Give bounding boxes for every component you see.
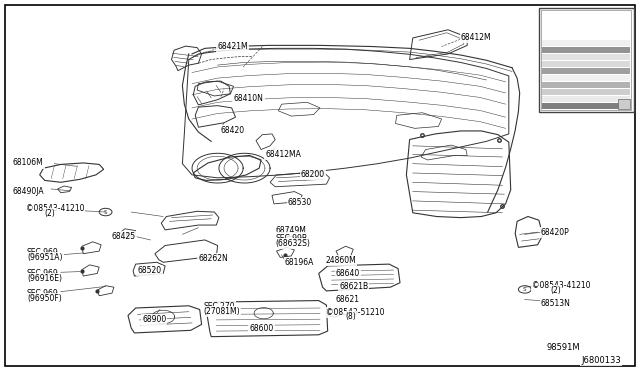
Text: 68262N: 68262N <box>198 254 228 263</box>
Text: 98591M: 98591M <box>547 343 580 352</box>
Text: 24860M: 24860M <box>325 256 356 265</box>
Text: 68530: 68530 <box>288 198 312 207</box>
Bar <box>542 82 630 88</box>
Bar <box>539 8 634 112</box>
Text: ©08543-51210: ©08543-51210 <box>326 308 385 317</box>
Text: 68621B: 68621B <box>339 282 369 291</box>
Bar <box>542 61 630 67</box>
Bar <box>542 103 630 109</box>
Text: 68600: 68600 <box>250 324 274 333</box>
Text: (27081M): (27081M) <box>204 307 240 316</box>
Text: 68749M: 68749M <box>275 226 306 235</box>
Text: (8): (8) <box>346 312 356 321</box>
Bar <box>618 99 630 109</box>
Bar <box>542 47 630 53</box>
Text: SEC.969: SEC.969 <box>27 289 59 298</box>
Text: SEC.99B: SEC.99B <box>275 234 307 243</box>
Text: 68421M: 68421M <box>218 42 248 51</box>
Bar <box>542 68 630 74</box>
Bar <box>542 54 630 60</box>
Text: 68196A: 68196A <box>285 258 314 267</box>
Text: (68632S): (68632S) <box>275 239 310 248</box>
Text: 68412MA: 68412MA <box>266 150 301 159</box>
Text: (2): (2) <box>550 286 561 295</box>
Text: SEC.969: SEC.969 <box>27 248 59 257</box>
Text: (2): (2) <box>45 209 56 218</box>
Bar <box>541 10 631 110</box>
Text: (96916E): (96916E) <box>27 274 62 283</box>
Text: ©08543-41210: ©08543-41210 <box>532 281 591 290</box>
Bar <box>542 75 630 81</box>
Text: J6800133: J6800133 <box>581 356 621 365</box>
Text: SEC.270: SEC.270 <box>204 302 235 311</box>
Bar <box>542 40 630 46</box>
Text: 68412M: 68412M <box>461 33 492 42</box>
Text: (96951A): (96951A) <box>27 253 62 262</box>
Text: 68410N: 68410N <box>234 94 264 103</box>
Bar <box>542 96 630 102</box>
Bar <box>542 89 630 95</box>
Text: 68106M: 68106M <box>13 158 44 167</box>
Text: SEC.969: SEC.969 <box>27 269 59 278</box>
Text: 68621: 68621 <box>336 295 360 304</box>
Text: S: S <box>104 209 108 215</box>
Text: 68420P: 68420P <box>541 228 570 237</box>
Text: S: S <box>332 311 336 316</box>
Text: 68420: 68420 <box>221 126 245 135</box>
Text: S: S <box>523 287 527 292</box>
Text: 68490JA: 68490JA <box>13 187 44 196</box>
Text: (96950F): (96950F) <box>27 294 61 303</box>
Text: 68200: 68200 <box>301 170 325 179</box>
Text: 68900: 68900 <box>142 315 166 324</box>
Text: 68513N: 68513N <box>541 299 571 308</box>
Text: 68425: 68425 <box>112 232 136 241</box>
Text: 68520: 68520 <box>138 266 162 275</box>
Text: 68640: 68640 <box>336 269 360 278</box>
Text: ©08543-41210: ©08543-41210 <box>26 204 84 213</box>
